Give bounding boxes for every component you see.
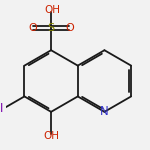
- Text: S: S: [48, 23, 55, 33]
- Text: I: I: [0, 102, 3, 115]
- Text: N: N: [100, 105, 109, 118]
- Text: O: O: [65, 23, 74, 33]
- Text: O: O: [28, 23, 37, 33]
- Text: OH: OH: [44, 5, 60, 15]
- Text: OH: OH: [43, 131, 59, 141]
